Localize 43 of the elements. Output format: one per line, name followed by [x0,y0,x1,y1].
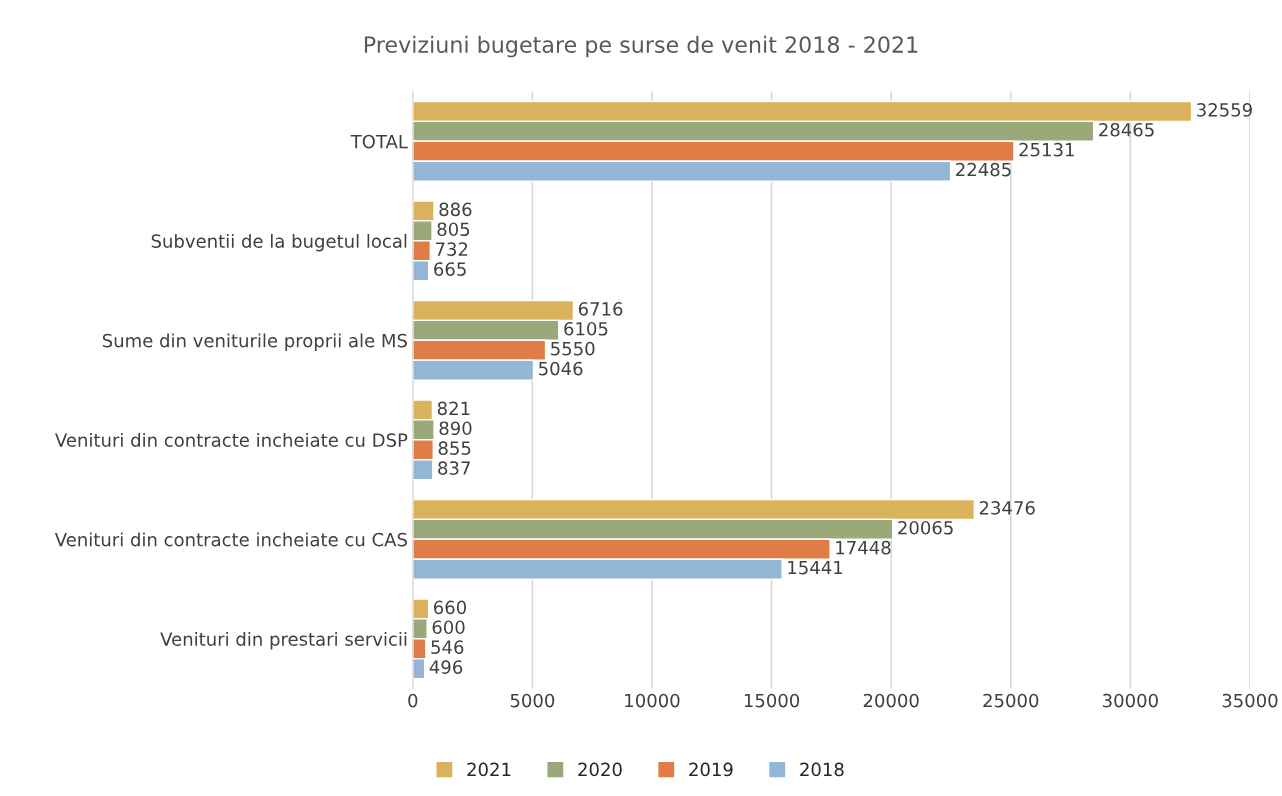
data-label: 17448 [836,540,891,555]
x-tick-label: 10000 [625,693,680,708]
legend-label: 2021 [467,762,511,777]
data-label: 546 [431,640,464,654]
data-label: 821 [437,401,470,416]
x-tick-label: 5000 [510,693,555,708]
data-label: 855 [438,441,471,455]
data-label: 5046 [539,361,583,376]
legend-label: 2018 [800,762,844,777]
data-label: 22485 [956,162,1011,177]
data-label: 5550 [551,341,595,356]
data-label: 732 [435,242,468,256]
data-label: 20065 [898,520,953,535]
x-tick-label: 30000 [1103,693,1158,708]
x-tick-label: 15000 [744,693,800,708]
y-tick-label: Sume din veniturile proprii ale MS [102,333,407,351]
data-label: 886 [439,202,472,217]
data-label: 837 [438,461,470,475]
data-label: 805 [437,222,470,237]
x-tick-label: 25000 [983,693,1039,708]
x-tick-label: 0 [408,693,418,708]
legend-label: 2019 [689,762,733,777]
data-label: 23476 [979,501,1035,515]
y-tick-label: TOTAL [350,134,408,149]
x-tick-label: 20000 [863,693,919,708]
data-label: 6716 [578,302,623,316]
data-label: 600 [432,620,465,635]
y-tick-label: Venituri din contracte incheiate cu CAS [54,532,407,547]
data-label: 496 [429,660,463,674]
data-label: 665 [434,262,466,276]
y-tick-label: Subventii de la bugetul local [151,233,407,252]
data-label: 32559 [1197,103,1252,117]
y-tick-label: Venituri din prestari servicii [160,631,407,650]
data-label: 15441 [788,560,843,575]
data-label: 25131 [1019,142,1074,157]
y-tick-label: Venituri din contracte incheiate cu DSP [55,432,408,447]
data-label: 28465 [1099,122,1154,137]
data-label: 660 [434,600,467,615]
chart-title: Previziuni bugetare pe surse de venit 2018 - 2021 [364,35,918,58]
data-label: 890 [439,421,472,436]
legend-label: 2020 [578,762,622,777]
data-label: 6105 [564,321,608,336]
x-tick-label: 35000 [1222,693,1278,708]
